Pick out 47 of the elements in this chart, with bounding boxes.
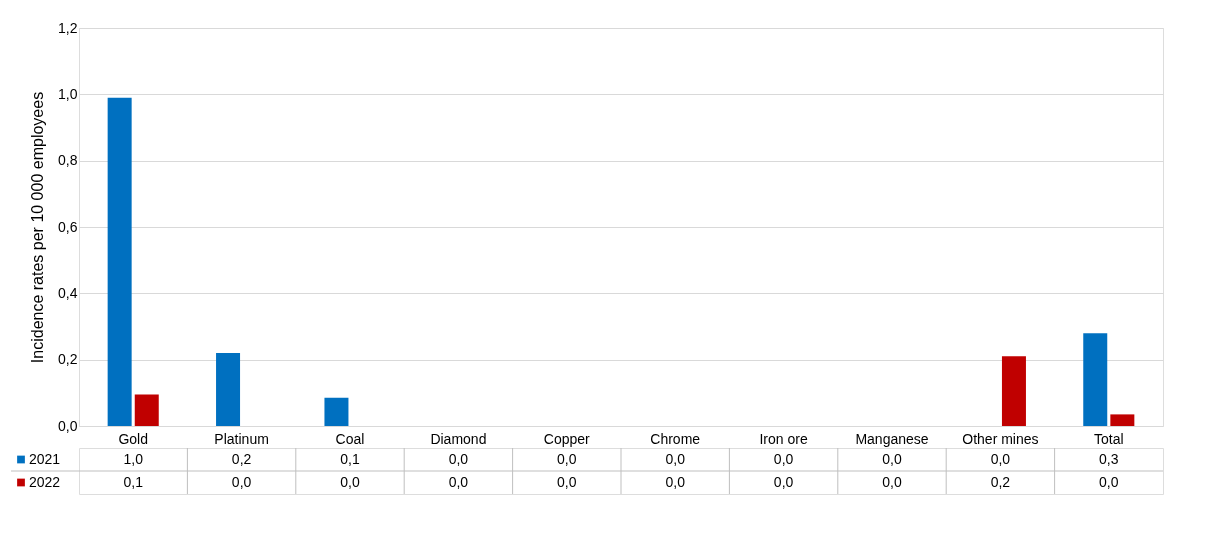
x-tick-label: Platinum xyxy=(214,430,269,447)
data-label: 0,0 xyxy=(882,473,902,490)
data-label: 1,0 xyxy=(123,450,144,467)
data-label: 0,0 xyxy=(665,450,686,467)
y-tick-label: 0,2 xyxy=(58,351,78,368)
bar xyxy=(1110,414,1135,426)
data-label: 0,0 xyxy=(340,473,360,490)
data-label: 0,0 xyxy=(231,473,252,490)
x-tick-label: Gold xyxy=(118,430,148,447)
x-tick-label: Manganese xyxy=(855,430,929,447)
x-tick-label: Total xyxy=(1094,430,1124,447)
bar xyxy=(134,394,159,426)
x-tick-label: Other mines xyxy=(962,430,1039,447)
data-label: 0,2 xyxy=(990,473,1011,490)
y-tick-label: 1,0 xyxy=(58,85,78,102)
data-label: 0,0 xyxy=(882,450,902,467)
bar xyxy=(107,97,132,426)
data-label: 0,0 xyxy=(990,450,1011,467)
data-label: 0,0 xyxy=(448,450,469,467)
y-tick-label: 0,8 xyxy=(58,152,78,169)
legend-label: 2021 xyxy=(29,450,61,467)
data-label: 0,0 xyxy=(557,450,577,467)
data-label: 0,0 xyxy=(1099,473,1119,490)
data-label: 0,1 xyxy=(123,473,144,490)
x-tick-label: Iron ore xyxy=(759,430,808,447)
legend-label: 2022 xyxy=(29,473,61,490)
x-tick-label: Chrome xyxy=(650,430,701,447)
data-label: 0,0 xyxy=(665,473,686,490)
y-tick-label: 0,6 xyxy=(58,218,78,235)
bar xyxy=(1001,356,1026,426)
data-label: 0,0 xyxy=(773,473,794,490)
x-tick-label: Coal xyxy=(335,430,365,447)
x-tick-label: Diamond xyxy=(430,430,487,447)
data-label: 0,1 xyxy=(340,450,360,467)
bar xyxy=(216,353,241,426)
bar xyxy=(324,397,349,426)
y-tick-label: 0,0 xyxy=(58,417,78,434)
y-tick-label: 0,4 xyxy=(58,284,78,301)
bar xyxy=(1083,333,1108,426)
data-label: 0,0 xyxy=(557,473,577,490)
y-tick-label: 1,2 xyxy=(58,19,78,36)
data-label: 0,3 xyxy=(1099,450,1119,467)
data-label: 0,2 xyxy=(231,450,252,467)
y-axis-title: Incidence rates per 10 000 employees xyxy=(29,91,47,364)
data-label: 0,0 xyxy=(773,450,794,467)
data-label: 0,0 xyxy=(448,473,469,490)
x-tick-label: Copper xyxy=(543,430,591,447)
